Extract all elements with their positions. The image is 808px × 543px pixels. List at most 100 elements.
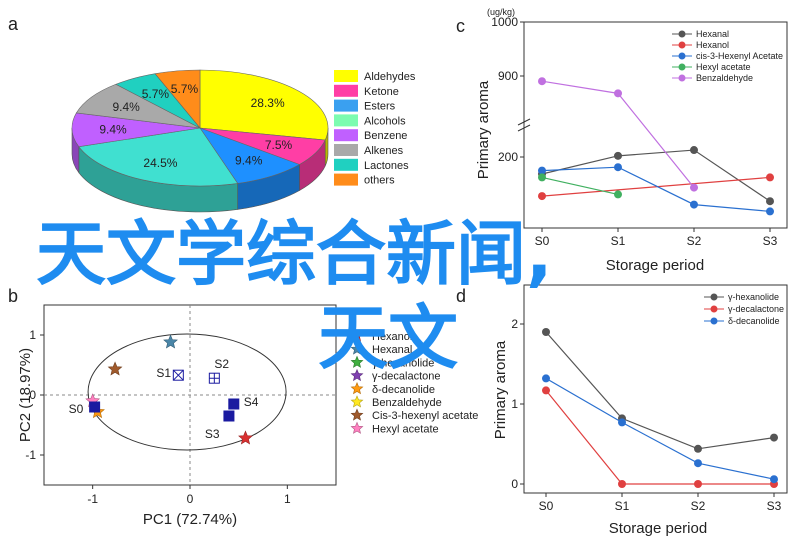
- chart-c-point: [690, 146, 698, 155]
- pie-label-aldehydes: 28.3%: [251, 96, 285, 110]
- chart-c-point: [766, 173, 774, 182]
- pie-label-benzene: 9.4%: [99, 122, 127, 136]
- chart-c-point: [766, 207, 774, 216]
- pie-slice-alcohols: [78, 127, 239, 187]
- pie-legend: Aldehydes Ketone Esters Alcohols Benzene Alke…: [334, 70, 416, 187]
- pca-sample-label: S2: [214, 357, 229, 371]
- axis-break-mark: [517, 118, 531, 132]
- chart-c-point: [538, 173, 546, 182]
- legend-swatch-esters: [334, 99, 358, 112]
- pca-ytick-label: 1: [29, 328, 36, 342]
- pie-slice-esters: [199, 127, 301, 184]
- pca-legend-star: [350, 421, 364, 434]
- pie-label-ketone: 7.5%: [265, 138, 293, 152]
- chart-d-point: [694, 444, 702, 453]
- pca-variable-star: [107, 361, 123, 376]
- chart-d-series-line: [545, 331, 775, 450]
- pca-sample-marker: [228, 398, 240, 410]
- pca-sample-label: S4: [244, 395, 259, 409]
- chart-c-series-line: [541, 176, 619, 195]
- pie-slice-others: [154, 69, 201, 129]
- pca-legend-star: [350, 329, 364, 342]
- chart-c-series-line: [541, 176, 771, 197]
- pca-xtick-label: 0: [187, 492, 194, 506]
- chart-c-xtick-label: S1: [611, 234, 626, 248]
- chart-d-series-line: [545, 390, 774, 485]
- chart-c-point: [538, 77, 546, 86]
- pca-legend-label: γ-hexanolide: [372, 357, 434, 369]
- chart-d-xtick-label: S2: [691, 499, 706, 513]
- panel-letter-c: c: [456, 16, 465, 36]
- confidence-ellipse: [87, 333, 287, 451]
- legend-label-benzene: Benzene: [364, 130, 407, 142]
- pie-slice-aldehydes: [199, 69, 329, 141]
- chart-d-point: [618, 418, 626, 427]
- legend-label-esters: Esters: [364, 101, 396, 113]
- pca-xtick-label: -1: [87, 492, 98, 506]
- chart-c-legend-label: Hexyl acetate: [696, 62, 751, 72]
- chart-c-point: [766, 197, 774, 206]
- panel-letter-d: d: [456, 286, 466, 306]
- chart-d-point: [542, 386, 550, 395]
- pca-sample-plus: [209, 373, 220, 384]
- pie-label-alkenes: 9.4%: [112, 100, 140, 114]
- chart-d-xtick-label: S0: [539, 499, 554, 513]
- legend-label-alcohols: Alcohols: [364, 115, 406, 127]
- pca-legend-star: [350, 408, 364, 421]
- chart-c-series-line: [541, 149, 771, 202]
- pca-xtick-label: 1: [284, 492, 291, 506]
- chart-c-point: [614, 190, 622, 199]
- chart-d-ytick-label: 0: [511, 477, 518, 491]
- chart-d-legend-dot: [710, 293, 718, 301]
- legend-label-alkenes: Alkenes: [364, 145, 404, 157]
- pca-sample-marker: [172, 369, 184, 381]
- pca-variable-star: [163, 334, 178, 349]
- pie-label-others: 5.7%: [171, 82, 199, 96]
- chart-d-legend-label: γ-decalactone: [728, 304, 784, 314]
- chart-c-legend-label: Benzaldehyde: [696, 73, 753, 83]
- pca-legend-label: Cis-3-hexenyl acetate: [372, 410, 478, 422]
- chart-d-xtick-label: S1: [615, 499, 630, 513]
- pca-sample-cross: [172, 369, 184, 381]
- chart-d-legend-label: γ-hexanolide: [728, 292, 779, 302]
- chart-d-xlabel: Storage period: [609, 520, 707, 537]
- pca-sample-label: S0: [69, 402, 84, 416]
- pca-legend-label: Hexyl acetate: [372, 423, 439, 435]
- overlay-text-line1: 天文学综合新闻,: [36, 213, 553, 295]
- legend-label-lactones: Lactones: [364, 160, 409, 172]
- legend-label-others: others: [364, 175, 395, 187]
- chart-c-legend-label: cis-3-Hexenyl Acetate: [696, 51, 783, 61]
- pca-xlabel: PC1 (72.74%): [143, 511, 237, 528]
- chart-d-ytick-label: 2: [511, 317, 518, 331]
- chart-d-point: [770, 433, 778, 442]
- pca-plot: -1 0 1 1 0 -1 PC1 (72.74%) PC2 (18.97%) S0 S1 S2 S3…: [17, 304, 478, 528]
- chart-c-xtick-label: S0: [535, 234, 550, 248]
- pca-legend-star: [350, 395, 364, 408]
- chart-c-point: [614, 89, 622, 98]
- chart-c-unit: (ug/kg): [487, 7, 515, 17]
- pca-ylabel: PC2 (18.97%): [17, 348, 34, 442]
- legend-swatch-alcohols: [334, 114, 358, 127]
- pca-legend-label: Hexanol: [372, 331, 412, 343]
- pie-slice-benzene: [71, 112, 201, 148]
- pie-label-esters: 9.4%: [235, 154, 263, 168]
- pca-sample-marker: [223, 410, 235, 422]
- chart-c-point: [614, 151, 622, 160]
- line-chart-d: 0 1 2 S0 S1 S2 S3 Storage period Primary aroma γ-…: [492, 284, 788, 537]
- pca-legend-star: [350, 342, 364, 355]
- chart-c-legend-label: Hexanal: [696, 29, 729, 39]
- pie-slice-alkenes: [75, 83, 201, 129]
- line-chart-c: (ug/kg)1000 900 200 S0 S1 S2 S3 Storage period P…: [475, 7, 788, 274]
- chart-d-legend-dot: [710, 305, 718, 313]
- chart-d-xtick-label: S3: [767, 499, 782, 513]
- chart-c-xtick-label: S2: [687, 234, 702, 248]
- pca-sample-marker: [89, 401, 101, 413]
- chart-d-series-line: [545, 377, 775, 480]
- pca-legend-star: [350, 368, 364, 382]
- pca-legend-star: [350, 355, 364, 368]
- chart-d-point: [694, 480, 702, 488]
- pie-label-lactones: 5.7%: [142, 87, 170, 101]
- chart-c-point: [614, 163, 622, 172]
- chart-c-legend-dot: [678, 41, 686, 49]
